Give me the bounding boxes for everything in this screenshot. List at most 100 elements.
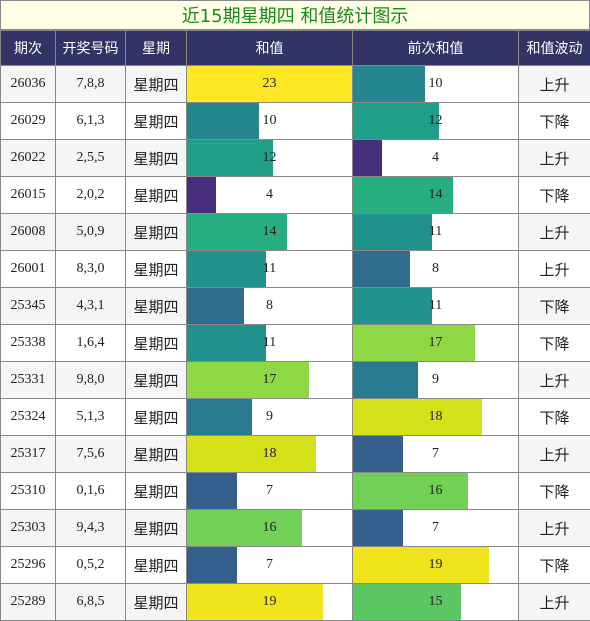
header-sum: 和值 (187, 31, 353, 66)
wave-cell: 下降 (519, 325, 590, 362)
prev-sum-cell: 9 (353, 362, 519, 399)
weekday-cell: 星期四 (126, 288, 187, 325)
sum-cell: 4 (187, 177, 353, 214)
issue-cell: 26036 (1, 66, 56, 103)
prev-sum-cell: 19 (353, 547, 519, 584)
numbers-cell: 5,1,3 (56, 399, 126, 436)
numbers-cell: 6,8,5 (56, 584, 126, 621)
sum-cell: 10 (187, 103, 353, 140)
prev-sum-cell: 8 (353, 251, 519, 288)
issue-cell: 26015 (1, 177, 56, 214)
issue-cell: 26001 (1, 251, 56, 288)
sum-cell: 7 (187, 547, 353, 584)
sum-cell: 12 (187, 140, 353, 177)
issue-cell: 25338 (1, 325, 56, 362)
wave-cell: 上升 (519, 66, 590, 103)
wave-cell: 上升 (519, 436, 590, 473)
prev-sum-label: 18 (353, 399, 518, 435)
weekday-cell: 星期四 (126, 251, 187, 288)
wave-cell: 下降 (519, 473, 590, 510)
issue-cell: 25324 (1, 399, 56, 436)
prev-sum-cell: 11 (353, 214, 519, 251)
prev-sum-cell: 11 (353, 288, 519, 325)
wave-cell: 下降 (519, 547, 590, 584)
sum-label: 18 (187, 436, 352, 472)
wave-cell: 上升 (519, 140, 590, 177)
sum-label: 19 (187, 584, 352, 620)
prev-sum-label: 10 (353, 66, 518, 102)
weekday-cell: 星期四 (126, 177, 187, 214)
wave-cell: 上升 (519, 584, 590, 621)
prev-sum-label: 7 (353, 510, 518, 546)
issue-cell: 26022 (1, 140, 56, 177)
wave-cell: 下降 (519, 103, 590, 140)
wave-cell: 下降 (519, 177, 590, 214)
issue-cell: 25289 (1, 584, 56, 621)
prev-sum-cell: 7 (353, 510, 519, 547)
issue-cell: 25317 (1, 436, 56, 473)
numbers-cell: 7,5,6 (56, 436, 126, 473)
prev-sum-label: 9 (353, 362, 518, 398)
prev-sum-cell: 4 (353, 140, 519, 177)
prev-sum-cell: 12 (353, 103, 519, 140)
numbers-cell: 1,6,4 (56, 325, 126, 362)
issue-cell: 25303 (1, 510, 56, 547)
prev-sum-label: 4 (353, 140, 518, 176)
wave-cell: 上升 (519, 251, 590, 288)
numbers-cell: 2,0,2 (56, 177, 126, 214)
header-issue: 期次 (1, 31, 56, 66)
issue-cell: 25310 (1, 473, 56, 510)
prev-sum-label: 14 (353, 177, 518, 213)
sum-label: 11 (187, 251, 352, 287)
prev-sum-cell: 7 (353, 436, 519, 473)
sum-label: 8 (187, 288, 352, 324)
sum-cell: 9 (187, 399, 353, 436)
sum-label: 10 (187, 103, 352, 139)
header-row: 期次 开奖号码 星期 和值 前次和值 和值波动 (1, 31, 590, 66)
sum-cell: 17 (187, 362, 353, 399)
weekday-cell: 星期四 (126, 362, 187, 399)
weekday-cell: 星期四 (126, 214, 187, 251)
sum-cell: 19 (187, 584, 353, 621)
numbers-cell: 2,5,5 (56, 140, 126, 177)
numbers-cell: 0,5,2 (56, 547, 126, 584)
numbers-cell: 5,0,9 (56, 214, 126, 251)
wave-cell: 下降 (519, 288, 590, 325)
chart-title: 近15期星期四 和值统计图示 (0, 0, 590, 30)
sum-label: 23 (187, 66, 352, 102)
issue-cell: 25296 (1, 547, 56, 584)
prev-sum-label: 16 (353, 473, 518, 509)
weekday-cell: 星期四 (126, 436, 187, 473)
weekday-cell: 星期四 (126, 584, 187, 621)
prev-sum-cell: 18 (353, 399, 519, 436)
wave-cell: 上升 (519, 510, 590, 547)
prev-sum-label: 11 (353, 214, 518, 250)
sum-label: 16 (187, 510, 352, 546)
weekday-cell: 星期四 (126, 547, 187, 584)
prev-sum-label: 7 (353, 436, 518, 472)
weekday-cell: 星期四 (126, 103, 187, 140)
sum-cell: 23 (187, 66, 353, 103)
prev-sum-label: 12 (353, 103, 518, 139)
issue-cell: 26008 (1, 214, 56, 251)
sum-cell: 8 (187, 288, 353, 325)
prev-sum-label: 19 (353, 547, 518, 583)
header-wave: 和值波动 (519, 31, 590, 66)
weekday-cell: 星期四 (126, 510, 187, 547)
wave-cell: 下降 (519, 399, 590, 436)
